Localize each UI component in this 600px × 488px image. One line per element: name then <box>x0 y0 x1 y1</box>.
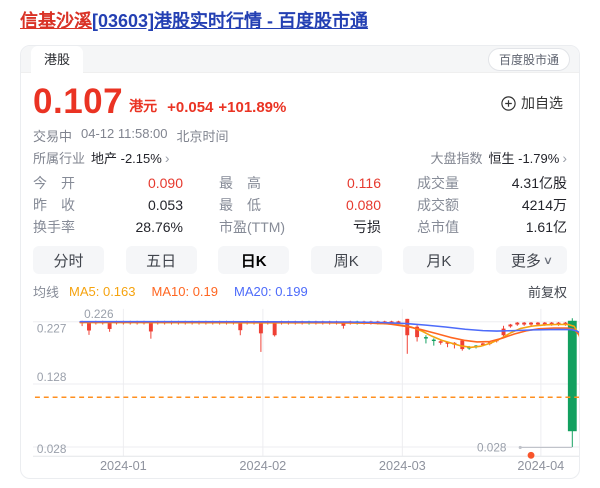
stats-column: 今 开 0.090 昨 收 0.053 换手率 28.76% <box>33 172 183 238</box>
stat-label: 换手率 <box>33 219 75 235</box>
stat-label: 成交量 <box>417 175 459 191</box>
ma-legend-MA10: MA10: 0.19 <box>151 283 219 299</box>
tab-五日[interactable]: 五日 <box>125 246 197 274</box>
stats-grid: 今 开 0.090 昨 收 0.053 换手率 28.76% 最 高 0.116 最 低 0.08… <box>33 172 567 238</box>
stat-label: 今 开 <box>33 175 75 191</box>
tab-label: 更多 <box>510 252 541 270</box>
svg-text:0.028: 0.028 <box>477 441 507 454</box>
ma-legend-MA20: MA20: 0.199 <box>234 283 308 299</box>
tab-hk-stock[interactable]: 港股 <box>31 46 84 73</box>
baidu-gushitong-badge[interactable]: 百度股市通 <box>487 47 570 71</box>
industry-row: 所属行业 地产 -2.15% › 大盘指数 恒生 -1.79% › <box>33 148 567 167</box>
stat-label: 成交额 <box>417 197 459 213</box>
trading-status-text: 交易中 <box>33 129 73 144</box>
price-row: 0.107 港元 +0.054 +101.89% 加自选 <box>33 81 567 121</box>
chevron-down-icon: ∨ <box>542 254 554 267</box>
tab-label: 日K <box>240 252 267 270</box>
chevron-right-icon: › <box>562 149 567 166</box>
stat-value: 28.76% <box>135 219 183 235</box>
tab-label: 周K <box>333 252 359 270</box>
currency-label: 港元 <box>129 98 158 114</box>
stat-item: 总市值 1.61亿 <box>417 216 567 238</box>
stat-value: 0.116 <box>347 175 381 191</box>
current-price: 0.107 <box>33 82 124 121</box>
stat-label: 昨 收 <box>33 197 75 213</box>
tab-周K[interactable]: 周K <box>310 246 382 274</box>
stat-item: 成交额 4214万 <box>417 194 567 216</box>
index-value: 恒生 -1.79% <box>488 151 560 166</box>
tab-更多[interactable]: 更多 ∨ <box>495 246 567 274</box>
stat-value: 亏损 <box>353 219 381 235</box>
timezone-label: 北京时间 <box>176 129 229 144</box>
market-index-link[interactable]: 大盘指数 恒生 -1.79% › <box>431 148 568 167</box>
svg-text:0.028: 0.028 <box>37 443 67 456</box>
candlestick-chart[interactable]: 2024-01 2024-02 2024-03 2024-04 0.227 0.128 0.… <box>33 301 580 476</box>
tab-日K[interactable]: 日K <box>218 246 290 274</box>
stat-label: 市盈(TTM) <box>219 219 286 235</box>
trading-status: 交易中 04-12 11:58:00 北京时间 <box>33 126 567 144</box>
stat-value: 0.090 <box>147 175 183 191</box>
svg-text:0.226: 0.226 <box>84 308 114 321</box>
tab-label: 月K <box>426 252 452 270</box>
industry-link[interactable]: 所属行业 地产 -2.15% › <box>33 148 170 167</box>
industry-label: 所属行业 <box>33 151 86 166</box>
stat-value: 4214万 <box>521 197 567 213</box>
stat-item: 最 低 0.080 <box>219 194 381 216</box>
title-rest-link[interactable]: 港股实时行情 - 百度股市通 <box>154 11 369 31</box>
stat-item: 换手率 28.76% <box>33 216 183 238</box>
stat-item: 最 高 0.116 <box>219 172 381 194</box>
price-change-pct: +101.89% <box>218 99 287 116</box>
stock-name-link[interactable]: 信基沙溪 <box>20 11 92 31</box>
svg-text:2024-04: 2024-04 <box>517 458 564 473</box>
stat-value: 0.080 <box>345 197 381 213</box>
svg-text:0.227: 0.227 <box>37 323 66 336</box>
stats-column: 成交量 4.31亿股成交额 4214万总市值 1.61亿 <box>417 172 567 238</box>
circle-plus-icon <box>501 95 516 111</box>
stock-code-link[interactable]: [03603] <box>92 11 155 31</box>
svg-text:2024-03: 2024-03 <box>379 458 426 473</box>
tab-月K[interactable]: 月K <box>403 246 475 274</box>
card-header: 港股 百度股市通 <box>21 46 579 73</box>
tab-label: 分时 <box>53 252 84 270</box>
stat-item: 市盈(TTM) 亏损 <box>219 216 381 238</box>
svg-text:2024-02: 2024-02 <box>239 458 286 473</box>
stat-label: 最 低 <box>219 197 261 213</box>
stats-column: 最 高 0.116 最 低 0.080 市盈(TTM) 亏损 <box>219 172 381 238</box>
stat-item: 成交量 4.31亿股 <box>417 172 567 194</box>
tab-分时[interactable]: 分时 <box>33 246 104 274</box>
page-title: 信基沙溪[03603]港股实时行情 - 百度股市通 <box>20 8 580 34</box>
chevron-right-icon: › <box>164 149 170 166</box>
card-body: 0.107 港元 +0.054 +101.89% 加自选 交易中 04-12 1… <box>21 73 580 478</box>
ma-label: 均线 <box>33 284 60 300</box>
quote-time: 04-12 11:58:00 <box>81 126 168 141</box>
ma-legend-row: 均线 MA5: 0.163 MA10: 0.19 MA20: 0.199 前复权 <box>33 283 567 300</box>
industry-value: 地产 -2.15% <box>91 151 162 166</box>
stat-value: 0.053 <box>147 197 183 213</box>
stat-value: 1.61亿 <box>525 219 567 235</box>
add-watchlist-button[interactable]: 加自选 <box>501 93 563 113</box>
chart-period-tabs: 分时 五日 日K 周K 月K 更多 ∨ <box>33 246 567 274</box>
stat-value: 4.31亿股 <box>511 175 567 191</box>
ma-items: MA5: 0.163 MA10: 0.19 MA20: 0.199 <box>69 284 324 299</box>
tab-label: 五日 <box>146 252 177 270</box>
adjust-mode-button[interactable]: 前复权 <box>527 284 567 300</box>
stat-item: 今 开 0.090 <box>33 172 183 194</box>
price-change: +0.054 <box>167 99 214 116</box>
stat-item: 昨 收 0.053 <box>33 194 183 216</box>
svg-text:0.128: 0.128 <box>37 371 67 384</box>
add-watchlist-label: 加自选 <box>521 95 563 111</box>
index-label: 大盘指数 <box>430 151 483 166</box>
svg-text:2024-01: 2024-01 <box>100 458 147 473</box>
stat-label: 总市值 <box>417 219 459 235</box>
stat-label: 最 高 <box>219 175 261 191</box>
ma-legend-MA5: MA5: 0.163 <box>69 283 136 299</box>
quote-card: 港股 百度股市通 0.107 港元 +0.054 +101.89% 加自选 交易… <box>20 45 580 479</box>
